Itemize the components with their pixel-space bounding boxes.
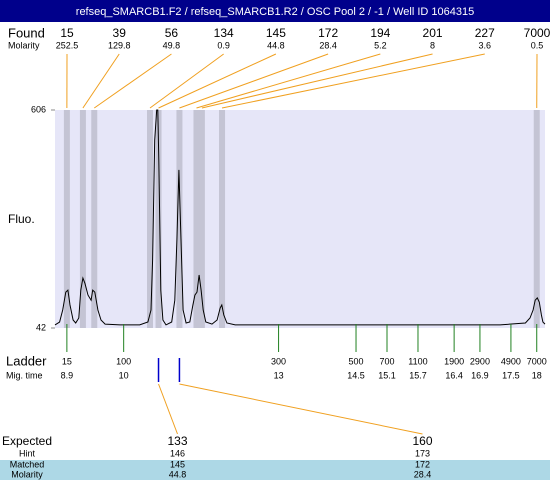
found-molarity: 8 xyxy=(430,40,435,50)
ladder-size: 300 xyxy=(271,356,286,366)
found-connector xyxy=(158,53,277,109)
found-connector xyxy=(93,53,172,109)
found-size: 172 xyxy=(318,26,338,40)
ladder-label: Ladder xyxy=(6,353,47,368)
found-band xyxy=(219,110,226,328)
found-molarity: 49.8 xyxy=(163,40,181,50)
ladder-size: 2900 xyxy=(470,356,490,366)
molarity-label: Molarity xyxy=(8,40,40,50)
mig-time: 18 xyxy=(532,370,542,380)
trace xyxy=(54,109,546,326)
matched-band xyxy=(0,460,550,480)
ladder-size: 15 xyxy=(62,356,72,366)
matched-value: 145 xyxy=(170,459,185,469)
plot-area xyxy=(55,110,545,328)
found-connector xyxy=(221,53,485,109)
found-label: Found xyxy=(8,25,45,40)
hint-label: Hint xyxy=(19,448,36,458)
mig-time: 8.9 xyxy=(61,370,74,380)
found-molarity: 129.8 xyxy=(108,40,131,50)
found-connector xyxy=(201,53,433,109)
found-molarity: 44.8 xyxy=(267,40,285,50)
matched-label: Matched xyxy=(10,459,45,469)
ladder-size: 4900 xyxy=(501,356,521,366)
found-molarity: 0.5 xyxy=(531,40,544,50)
mig-time: 17.5 xyxy=(502,370,520,380)
ladder-size: 7000 xyxy=(527,356,547,366)
mig-time: 10 xyxy=(119,370,129,380)
found-molarity: 252.5 xyxy=(56,40,79,50)
found-band xyxy=(79,110,86,328)
found-band xyxy=(193,110,200,328)
found-molarity: 28.4 xyxy=(319,40,337,50)
found-molarity: 5.2 xyxy=(374,40,387,50)
mig-time: 15.7 xyxy=(409,370,427,380)
found-size: 15 xyxy=(60,26,74,40)
found-size: 7000 xyxy=(524,26,550,40)
expected-connector xyxy=(158,383,178,435)
expected-molarity-label: Molarity xyxy=(11,469,43,479)
found-size: 194 xyxy=(370,26,390,40)
found-connector xyxy=(149,53,224,109)
found-band xyxy=(198,110,205,328)
expected-label: Expected xyxy=(2,434,52,448)
found-band xyxy=(91,110,98,328)
y-tick-label: 606 xyxy=(31,104,46,114)
found-size: 56 xyxy=(165,26,179,40)
found-band xyxy=(63,110,70,328)
ladder-size: 100 xyxy=(116,356,131,366)
hint-value: 146 xyxy=(170,448,185,458)
expected-value: 133 xyxy=(167,434,187,448)
found-band xyxy=(147,110,154,328)
found-molarity: 3.6 xyxy=(479,40,492,50)
found-band xyxy=(533,110,540,328)
ladder-size: 700 xyxy=(379,356,394,366)
found-connector xyxy=(82,53,120,109)
expected-value: 160 xyxy=(412,434,432,448)
found-connector xyxy=(196,53,381,109)
ladder-size: 1100 xyxy=(408,356,427,366)
ladder-size: 500 xyxy=(349,356,364,366)
found-connector xyxy=(179,53,329,109)
expected-molarity: 28.4 xyxy=(414,469,432,479)
title: refseq_SMARCB1.F2 / refseq_SMARCB1.R2 / … xyxy=(76,6,474,18)
y-label: Fluo. xyxy=(8,212,35,226)
expected-connector xyxy=(179,383,423,435)
found-size: 201 xyxy=(423,26,443,40)
mig-time: 13 xyxy=(274,370,284,380)
mig-time-label: Mig. time xyxy=(6,370,43,380)
found-size: 145 xyxy=(266,26,286,40)
title-bar xyxy=(0,0,550,22)
y-tick-label: 42 xyxy=(36,322,46,332)
found-size: 134 xyxy=(214,26,234,40)
mig-time: 16.4 xyxy=(445,370,463,380)
found-band xyxy=(155,110,162,328)
found-band xyxy=(176,110,183,328)
found-size: 39 xyxy=(113,26,127,40)
found-molarity: 0.9 xyxy=(217,40,230,50)
mig-time: 14.5 xyxy=(347,370,365,380)
matched-value: 172 xyxy=(415,459,430,469)
ladder-size: 1900 xyxy=(444,356,464,366)
expected-molarity: 44.8 xyxy=(169,469,187,479)
found-size: 227 xyxy=(475,26,495,40)
mig-time: 15.1 xyxy=(378,370,396,380)
mig-time: 16.9 xyxy=(471,370,489,380)
hint-value: 173 xyxy=(415,448,430,458)
